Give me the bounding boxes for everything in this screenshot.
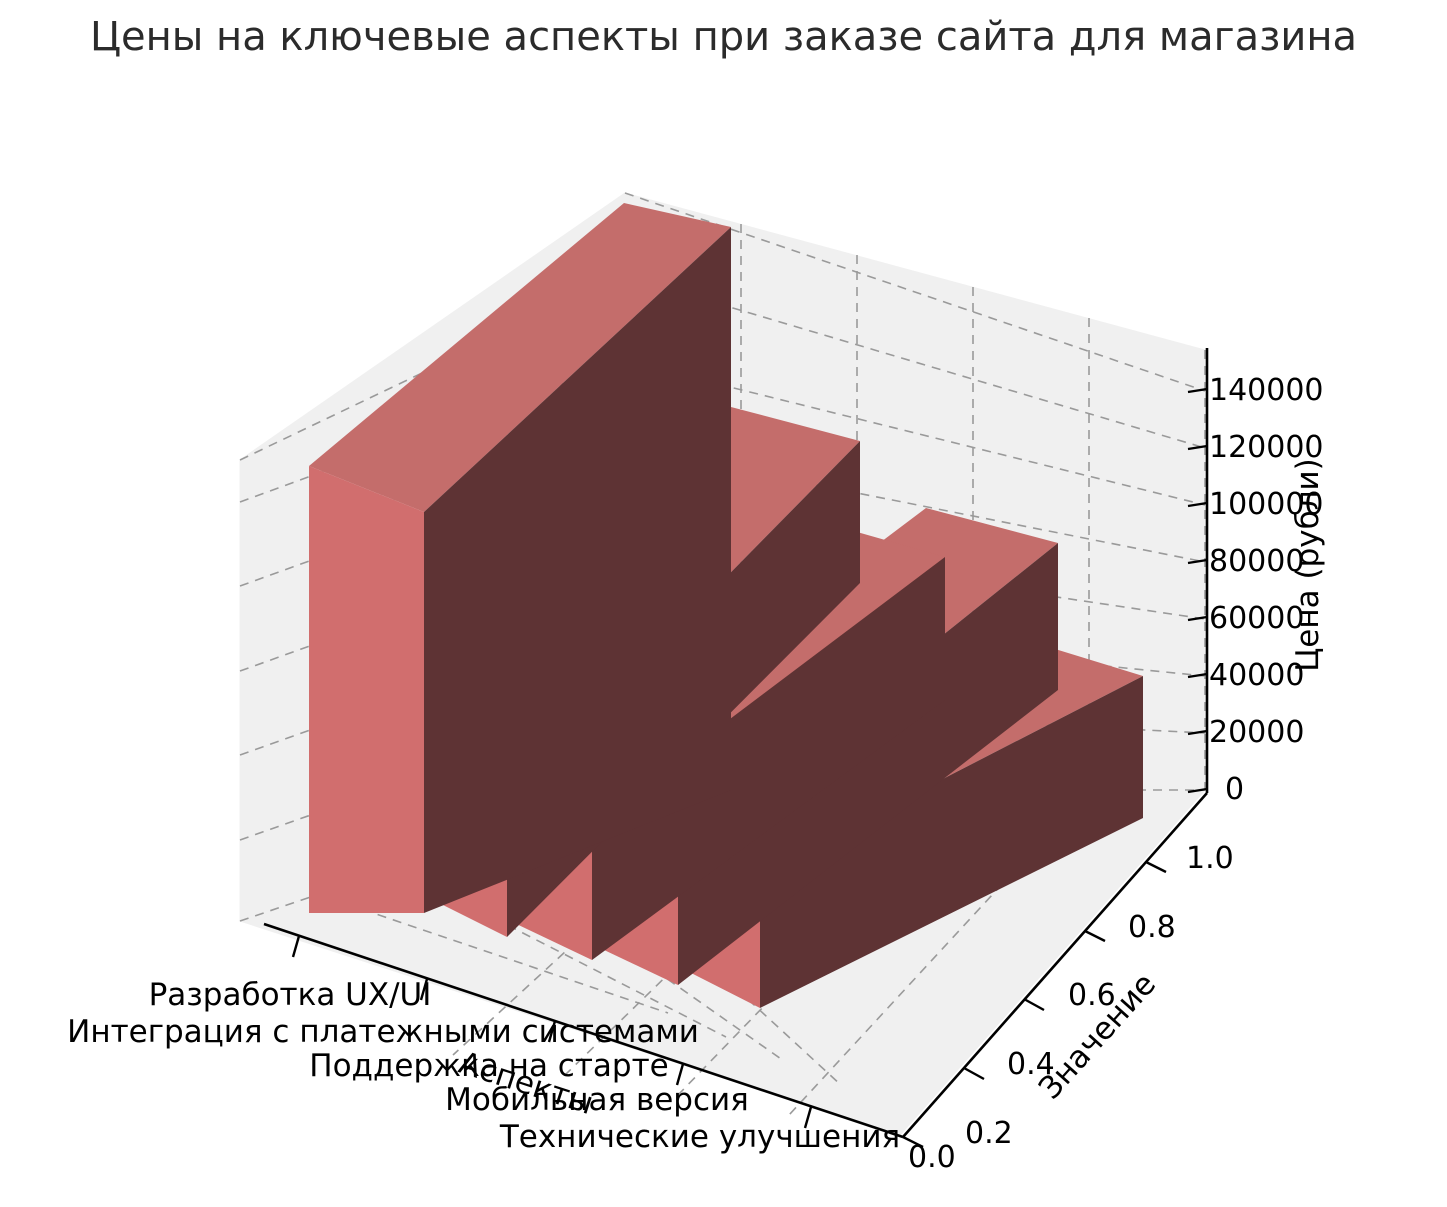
axis-y [902,792,1208,1149]
z-tick-labels: 140000 120000 100000 80000 60000 40000 2… [1209,373,1324,807]
z-tick-label: 60000 [1209,601,1304,636]
axis-z [1187,348,1209,794]
z-tick-label: 80000 [1209,544,1304,579]
x-tick-label-3: Мобильная версия [445,1082,749,1118]
axis-x [263,922,904,1139]
z-axis-label: Цена (рубли) [1290,458,1326,672]
z-tick-label: 140000 [1209,373,1324,408]
y-tick-label: 0.6 [1068,978,1116,1013]
x-tick-labels: Разработка UX/UI Интеграция с платежными… [67,977,900,1155]
z-axis-label-text: Цена (рубли) [1290,458,1326,672]
y-tick-label: 1.0 [1186,841,1234,876]
y-tick-label: 0.0 [908,1140,956,1175]
bar-1 [309,203,731,913]
page-title: Цены на ключевые аспекты при заказе сайт… [89,14,1358,60]
z-tick-label: 20000 [1209,715,1304,750]
x-tick-label-2: Поддержка на старте [309,1048,668,1084]
x-tick-label-0: Разработка UX/UI [149,977,432,1013]
y-tick-label: 0.8 [1128,910,1176,945]
y-tick-labels: 1.0 0.8 0.6 0.4 0.2 0.0 [908,841,1234,1175]
z-tick-label: 40000 [1209,658,1304,693]
y-tick-label: 0.4 [1007,1047,1055,1082]
z-tick-label: 120000 [1209,430,1324,465]
z-tick-label: 0 [1225,772,1244,807]
y-tick-label: 0.2 [965,1116,1013,1151]
x-tick-label-1: Интеграция с платежными системами [67,1014,699,1050]
z-tick-label: 100000 [1209,487,1324,522]
x-tick-label-4: Технические улучшения [499,1119,900,1155]
